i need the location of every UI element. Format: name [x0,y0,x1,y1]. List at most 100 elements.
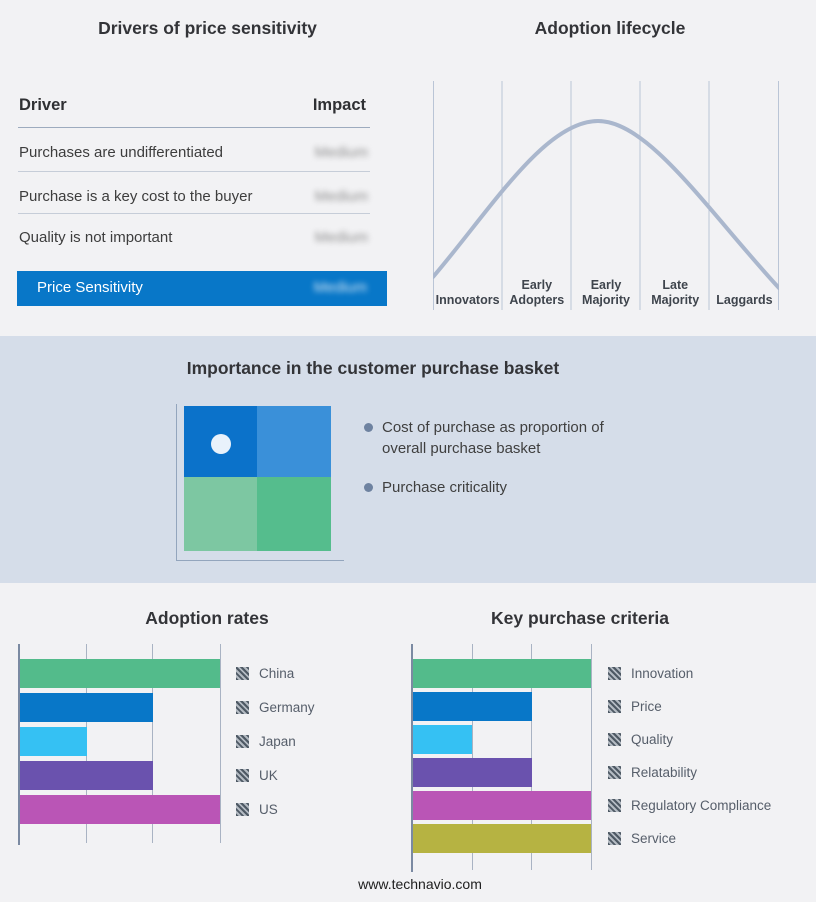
adoption-rates-title: Adoption rates [145,608,269,628]
legend-item: Regulatory Compliance [608,791,771,820]
legend-label: China [259,666,295,681]
bar-service [413,824,591,853]
legend-item: Service [608,824,771,853]
legend-label: Service [631,831,677,846]
stage-label-laggards: Laggards [716,293,773,307]
hatch-swatch-icon [608,766,621,779]
stage-label-late-majority: Late Majority [651,278,700,307]
legend-label: Price [631,699,662,714]
column-header-impact: Impact [312,96,366,114]
gridline [220,644,221,843]
table-row-impact-blurred: Medium [314,188,368,205]
hatch-swatch-icon [608,799,621,812]
basket-title: Importance in the customer purchase bask… [186,358,560,378]
stage-label-early-majority: Early Majority [582,278,630,307]
stage-label-innovators: Innovators [435,293,500,307]
gridline [152,644,153,843]
bullet-icon [364,483,373,492]
bar-us [20,795,220,824]
hatch-swatch-icon [236,769,249,782]
hatch-swatch-icon [236,667,249,680]
key-purchase-criteria-bars [413,659,591,853]
legend-label: US [259,802,278,817]
legend-item: China [236,659,315,688]
hatch-swatch-icon [236,701,249,714]
bullet-text: Purchase criticality [382,479,508,496]
bar-quality [413,725,472,754]
quadrant-y-axis [176,404,177,561]
key-purchase-criteria-legend: Innovation Price Quality Relatability Regula… [608,659,771,853]
legend-label: Regulatory Compliance [631,798,772,813]
legend-label: Innovation [631,666,694,681]
gridline [531,644,532,870]
adoption-rates-bars [20,659,220,824]
gridline [472,644,473,870]
gridline [591,644,592,870]
quadrant-x-axis [176,560,344,561]
bar-japan [20,727,87,756]
lifecycle-stage-labels: Innovators Early Adopters Early Majority… [433,262,779,308]
legend-label: UK [259,768,278,783]
y-axis [411,644,413,872]
legend-item: Relatability [608,758,771,787]
adoption-rates-legend: China Germany Japan UK US [236,659,315,824]
bullet-text: Cost of purchase as proportion of overal… [382,419,604,457]
table-row-impact-blurred: Medium [314,144,368,161]
bar-uk [20,761,153,790]
purchase-basket-quadrant [184,406,331,551]
basket-bullet-list: Cost of purchase as proportion of overal… [364,417,624,498]
hatch-swatch-icon [236,803,249,816]
bar-germany [20,693,153,722]
purchase-basket-band [0,336,816,583]
bar-price [413,692,532,721]
legend-item: UK [236,761,315,790]
adoption-lifecycle-chart [433,81,779,310]
legend-label: Quality [631,732,674,747]
bar-regulatory-compliance [413,791,591,820]
price-sensitivity-label: Price Sensitivity [37,279,143,296]
row-divider [18,171,370,172]
quadrant-position-marker [211,434,231,454]
bullet-item: Purchase criticality [364,477,624,498]
price-sensitivity-highlight-row: Price Sensitivity Medium [17,271,387,306]
table-row-driver: Purchases are undifferentiated [19,144,224,161]
legend-item: US [236,795,315,824]
bar-innovation [413,659,591,688]
lifecycle-title: Adoption lifecycle [534,18,686,38]
drivers-title: Drivers of price sensitivity [98,18,317,38]
hatch-swatch-icon [236,735,249,748]
table-row-driver: Purchase is a key cost to the buyer [19,188,253,205]
website-url: www.technavio.com [358,876,482,892]
bullet-item: Cost of purchase as proportion of overal… [364,417,624,459]
header-underline [18,127,370,128]
hatch-swatch-icon [608,733,621,746]
stage-separator-lines [433,81,779,310]
legend-label: Japan [259,734,296,749]
key-purchase-criteria-chart [411,644,593,872]
bar-relatability [413,758,532,787]
quadrant-cell-bottom-right [257,477,331,551]
row-divider [18,213,370,214]
legend-item: Innovation [608,659,771,688]
key-purchase-criteria-title: Key purchase criteria [490,608,669,628]
y-axis [18,644,20,845]
column-header-driver: Driver [19,96,67,114]
stage-label-early-adopters: Early Adopters [509,278,565,307]
bar-china [20,659,220,688]
price-sensitivity-impact-blurred: Medium [313,279,367,296]
hatch-swatch-icon [608,667,621,680]
table-row-driver: Quality is not important [19,229,173,246]
legend-label: Germany [259,700,315,715]
hatch-swatch-icon [608,700,621,713]
legend-label: Relatability [631,765,698,780]
hatch-swatch-icon [608,832,621,845]
quadrant-cell-top-right [257,406,331,477]
bullet-icon [364,423,373,432]
bell-curve [433,118,779,290]
quadrant-cell-bottom-left [184,477,257,551]
legend-item: Germany [236,693,315,722]
legend-item: Japan [236,727,315,756]
legend-item: Quality [608,725,771,754]
adoption-rates-chart [18,644,240,845]
